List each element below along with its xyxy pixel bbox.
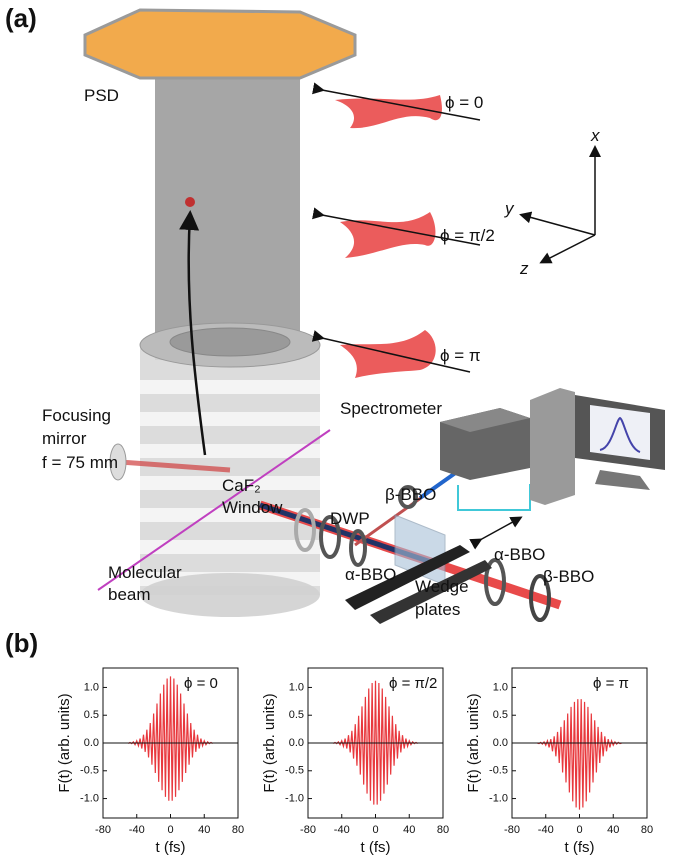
spectrometer-box — [440, 408, 530, 480]
page: {"panel_a": {"label": "(a)", "labels": {… — [0, 0, 683, 860]
y-axis-label: F(t) (arb. units) — [261, 693, 278, 792]
optic-label: DWP — [330, 509, 370, 528]
x-tick-label: 80 — [437, 824, 449, 836]
y-tick-label: -1.0 — [80, 792, 99, 804]
y-tick-label: 0.0 — [493, 737, 508, 749]
flight-tube — [155, 60, 300, 360]
mirror-label: mirror — [42, 429, 87, 448]
y-tick-label: 1.0 — [493, 681, 508, 693]
x-tick-label: -40 — [538, 824, 554, 836]
y-tick-label: -0.5 — [285, 765, 304, 777]
x-tick-label: -80 — [300, 824, 316, 836]
wedge-label: plates — [415, 600, 460, 619]
mirror-label: Focusing — [42, 406, 111, 425]
x-tick-label: -40 — [334, 824, 350, 836]
y-tick-label: 0.0 — [84, 737, 99, 749]
x-tick-label: -80 — [95, 824, 111, 836]
axis-label: x — [590, 126, 600, 145]
axis-label: z — [519, 259, 529, 278]
y-tick-label: 0.5 — [289, 709, 304, 721]
x-tick-label: -40 — [129, 824, 145, 836]
y-tick-label: 0.5 — [84, 709, 99, 721]
x-tick-label: 80 — [641, 824, 653, 836]
x-tick-label: 80 — [232, 824, 244, 836]
y-tick-label: 1.0 — [289, 681, 304, 693]
psd-detector — [85, 10, 355, 78]
annotation: ϕ = π — [593, 675, 629, 692]
beam-label: Molecular — [108, 563, 182, 582]
waveform — [128, 676, 212, 800]
x-tick-label: 0 — [576, 824, 582, 836]
spectrometer-label: Spectrometer — [340, 399, 442, 418]
x-tick-label: 40 — [198, 824, 210, 836]
window-label: Window — [222, 498, 283, 517]
window-label: CaF₂ — [222, 476, 261, 495]
setup-drawing — [85, 10, 665, 624]
phase-label: ϕ = π — [440, 346, 481, 365]
annotation: ϕ = 0 — [184, 675, 218, 692]
x-axis-label: t (fs) — [565, 839, 595, 856]
x-axis-label: t (fs) — [156, 839, 186, 856]
y-tick-label: 1.0 — [84, 681, 99, 693]
optic-label: β-BBO — [385, 485, 436, 504]
optic-label: β-BBO — [543, 567, 594, 586]
beam-label: beam — [108, 585, 151, 604]
y-axis-label: F(t) (arb. units) — [465, 693, 482, 792]
annotation: ϕ = π/2 — [389, 675, 437, 692]
fiber — [458, 485, 540, 510]
phase-label: ϕ = π/2 — [440, 226, 495, 245]
optic-label: α-BBO — [345, 565, 396, 584]
panel-label: (a) — [5, 3, 37, 33]
waveform — [537, 699, 621, 810]
y-tick-label: 0.5 — [493, 709, 508, 721]
phase-label: ϕ = 0 — [445, 93, 483, 112]
optic-label: α-BBO — [494, 545, 545, 564]
wedge-label: Wedge — [415, 577, 469, 596]
x-axis-label: t (fs) — [361, 839, 391, 856]
x-tick-label: 0 — [372, 824, 378, 836]
coordinate-axes — [522, 148, 595, 262]
x-tick-label: 40 — [607, 824, 619, 836]
computer — [530, 388, 665, 505]
figure: (a) PSD ϕ = 0 ϕ = π/2 ϕ = π x y z Spectr… — [0, 0, 683, 860]
axis-label: y — [504, 199, 515, 218]
y-tick-label: -0.5 — [489, 765, 508, 777]
psd-label: PSD — [84, 86, 119, 105]
y-tick-label: -1.0 — [285, 792, 304, 804]
mirror-label: f = 75 mm — [42, 453, 118, 472]
x-tick-label: 0 — [167, 824, 173, 836]
x-tick-label: -80 — [504, 824, 520, 836]
y-axis-label: F(t) (arb. units) — [56, 693, 73, 792]
delay-arrow — [480, 518, 520, 540]
panel-label: (b) — [5, 628, 38, 658]
ion-spot — [185, 197, 195, 207]
y-tick-label: -1.0 — [489, 792, 508, 804]
y-tick-label: -0.5 — [80, 765, 99, 777]
x-tick-label: 40 — [403, 824, 415, 836]
y-tick-label: 0.0 — [289, 737, 304, 749]
